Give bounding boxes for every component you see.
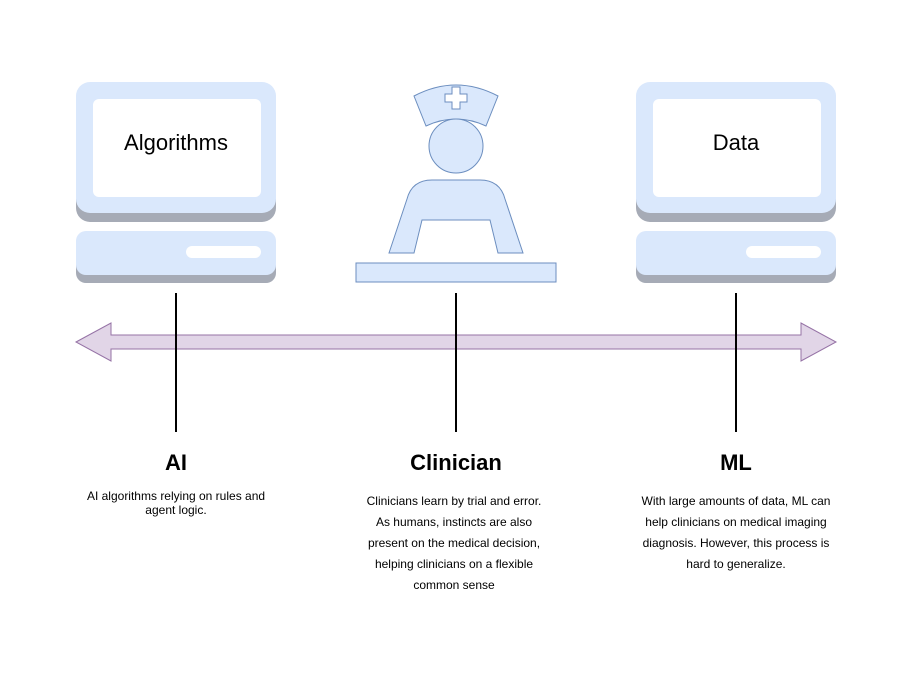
monitor-label-data: Data bbox=[713, 130, 760, 155]
computer-icon-data: Data bbox=[636, 82, 836, 283]
monitor-label-algorithms: Algorithms bbox=[124, 130, 228, 155]
clinician-title: Clinician bbox=[410, 450, 502, 475]
clinician-description: Clinicians learn by trial and error. As … bbox=[366, 494, 542, 592]
ml-title: ML bbox=[720, 450, 752, 475]
ai-description: AI algorithms relying on rules and agent… bbox=[86, 489, 266, 517]
ai-title: AI bbox=[165, 450, 187, 475]
ml-description: With large amounts of data, ML can help … bbox=[641, 494, 831, 571]
nurse-icon bbox=[355, 84, 557, 283]
computer-icon-algorithms: Algorithms bbox=[76, 82, 276, 283]
